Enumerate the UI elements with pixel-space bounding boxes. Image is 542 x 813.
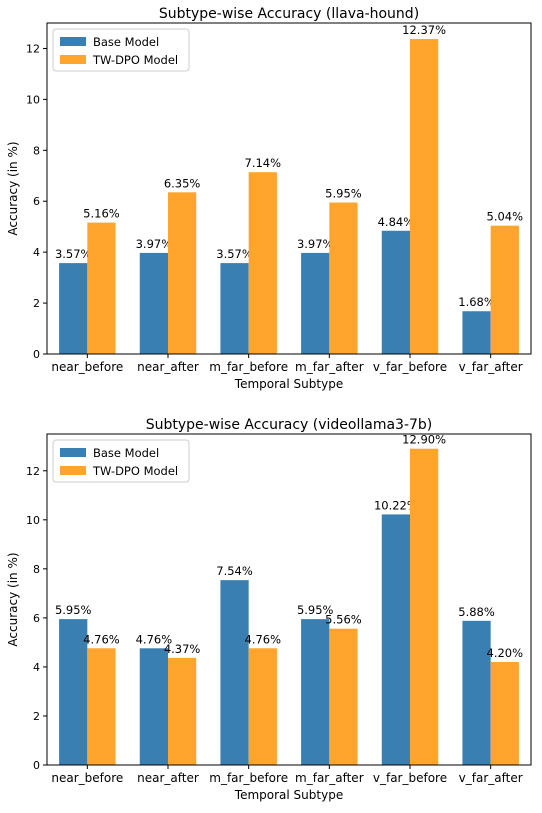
tw-dpo-model-bar	[410, 39, 439, 354]
tw-dpo-model-bar	[248, 648, 277, 765]
base-model-data-label: 5.88%	[458, 605, 495, 619]
x-tick-label: v_far_after	[459, 771, 523, 785]
x-tick-label: near_after	[137, 360, 199, 374]
x-axis-label: Temporal Subtype	[234, 788, 343, 802]
legend-swatch-base-model	[60, 37, 86, 46]
chart-title: Subtype-wise Accuracy (videollama3-7b)	[146, 417, 433, 433]
legend-label-tw-dpo-model: TW-DPO Model	[92, 53, 178, 67]
plot-frame	[46, 433, 532, 766]
tw-dpo-model-bar	[410, 448, 439, 765]
tw-dpo-model-data-label: 5.16%	[83, 207, 120, 221]
y-axis-label: Accuracy (in %)	[6, 552, 20, 646]
tw-dpo-model-bar	[329, 628, 358, 765]
base-model-bar	[59, 619, 88, 765]
y-tick-label: 0	[33, 759, 40, 772]
base-model-data-label: 10.22%	[374, 498, 418, 512]
tw-dpo-model-data-label: 7.14%	[245, 156, 282, 170]
base-model-data-label: 3.57%	[55, 247, 92, 261]
y-tick-label: 2	[33, 710, 40, 723]
y-tick-label: 6	[33, 195, 40, 208]
tw-dpo-model-data-label: 4.76%	[245, 632, 282, 646]
tw-dpo-model-data-label: 12.90%	[402, 433, 446, 447]
base-model-data-label: 4.84%	[378, 215, 415, 229]
x-tick-label: near_before	[51, 771, 123, 785]
base-model-bar	[381, 230, 410, 354]
tw-dpo-model-data-label: 5.04%	[487, 210, 524, 224]
chart-title: Subtype-wise Accuracy (llava-hound)	[159, 6, 419, 22]
tw-dpo-model-bar	[248, 172, 277, 354]
legend-swatch-tw-dpo-model	[60, 466, 86, 475]
tw-dpo-model-bar	[87, 222, 116, 354]
tw-dpo-model-bar	[329, 202, 358, 354]
tw-dpo-model-bar	[87, 648, 116, 765]
legend-label-base-model: Base Model	[93, 35, 159, 49]
y-tick-label: 8	[33, 144, 40, 157]
chart-2: Subtype-wise Accuracy (videollama3-7b) 5.…	[6, 417, 532, 802]
y-tick-label: 4	[33, 246, 40, 259]
tw-dpo-model-bar	[490, 662, 519, 765]
x-tick-label: m_far_after	[295, 360, 364, 374]
base-model-bar	[59, 263, 88, 354]
y-tick-label: 6	[33, 612, 40, 625]
base-model-data-label: 3.57%	[216, 247, 253, 261]
base-model-data-label: 5.95%	[297, 603, 334, 617]
legend-label-tw-dpo-model: TW-DPO Model	[92, 464, 178, 478]
base-model-data-label: 3.97%	[136, 237, 173, 251]
base-model-bar	[301, 619, 330, 765]
base-model-bar	[139, 648, 168, 765]
x-tick-label: m_far_before	[209, 360, 288, 374]
base-model-bar	[139, 252, 168, 354]
x-tick-label: m_far_before	[209, 771, 288, 785]
base-model-data-label: 1.68%	[458, 295, 495, 309]
base-model-data-label: 5.95%	[55, 603, 92, 617]
y-tick-label: 10	[26, 93, 40, 106]
legend-swatch-tw-dpo-model	[60, 55, 86, 64]
x-axis-label: Temporal Subtype	[234, 377, 343, 391]
legend: Base Model TW-DPO Model	[52, 439, 190, 483]
base-model-data-label: 4.76%	[136, 632, 173, 646]
base-model-data-label: 3.97%	[297, 237, 334, 251]
y-tick-label: 12	[26, 465, 40, 478]
x-tick-label: near_after	[137, 771, 199, 785]
tw-dpo-model-data-label: 5.56%	[325, 613, 362, 627]
tw-dpo-model-data-label: 12.37%	[402, 23, 446, 37]
y-tick-label: 0	[33, 348, 40, 361]
legend-box	[52, 28, 190, 72]
y-tick-label: 10	[26, 514, 40, 527]
tw-dpo-model-data-label: 5.95%	[325, 187, 362, 201]
x-tick-label: v_far_before	[373, 360, 447, 374]
tw-dpo-model-data-label: 6.35%	[164, 176, 201, 190]
x-tick-label: m_far_after	[295, 771, 364, 785]
y-tick-label: 8	[33, 563, 40, 576]
legend-box	[52, 439, 190, 483]
base-model-data-label: 7.54%	[216, 564, 253, 578]
plot-frame	[46, 22, 532, 355]
base-model-bar	[301, 252, 330, 354]
tw-dpo-model-data-label: 4.20%	[487, 646, 524, 660]
x-tick-label: near_before	[51, 360, 123, 374]
base-model-bar	[220, 580, 249, 765]
base-model-bar	[462, 311, 491, 354]
tw-dpo-model-bar	[490, 225, 519, 354]
legend: Base Model TW-DPO Model	[52, 28, 190, 72]
base-model-bar	[462, 620, 491, 765]
base-model-bar	[381, 514, 410, 765]
tw-dpo-model-bar	[168, 192, 197, 354]
x-tick-label: v_far_after	[459, 360, 523, 374]
tw-dpo-model-data-label: 4.76%	[83, 632, 120, 646]
y-tick-label: 2	[33, 297, 40, 310]
y-axis-label: Accuracy (in %)	[6, 141, 20, 235]
tw-dpo-model-bar	[168, 657, 197, 765]
tw-dpo-model-data-label: 4.37%	[164, 642, 201, 656]
legend-swatch-base-model	[60, 448, 86, 457]
y-tick-label: 12	[26, 42, 40, 55]
x-tick-label: v_far_before	[373, 771, 447, 785]
base-model-bar	[220, 263, 249, 354]
y-tick-label: 4	[33, 661, 40, 674]
legend-label-base-model: Base Model	[93, 446, 159, 460]
chart-1: Subtype-wise Accuracy (llava-hound) 3.57%…	[6, 6, 532, 391]
